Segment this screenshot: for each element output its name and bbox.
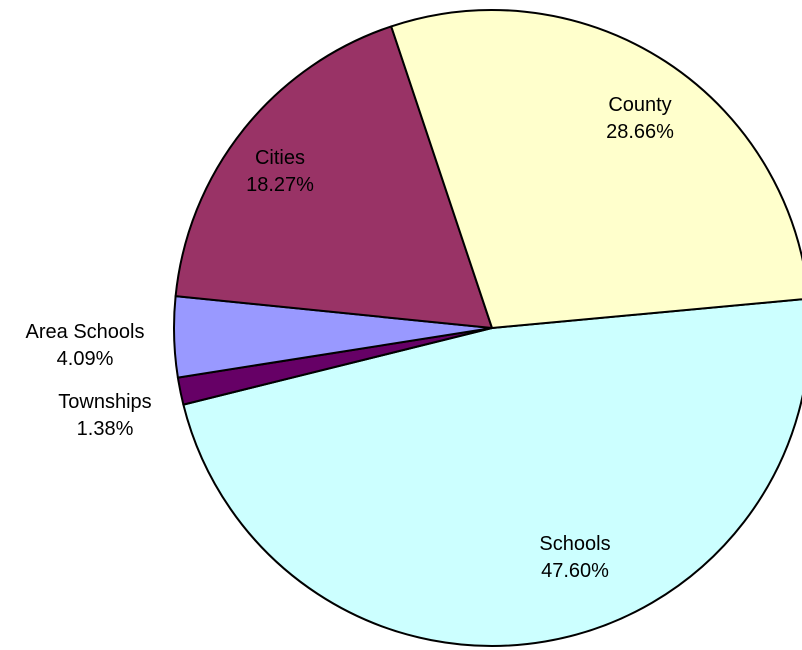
- slice-percent-area-schools: 4.09%: [57, 348, 114, 370]
- slice-percent-county: 28.66%: [606, 121, 674, 143]
- pie-labels: Schools 47.60% Townships 1.38% Area Schools 4…: [26, 94, 675, 582]
- slice-percent-townships: 1.38%: [77, 418, 134, 440]
- slice-label-townships: Townships: [58, 391, 151, 413]
- slice-schools: [182, 298, 802, 647]
- slice-percent-schools: 47.60%: [541, 560, 609, 582]
- slice-county: [390, 8, 802, 329]
- slice-percent-cities: 18.27%: [246, 174, 314, 196]
- slice-label-cities: Cities: [255, 147, 305, 169]
- slice-label-area-schools: Area Schools: [26, 321, 145, 343]
- slice-label-schools: Schools: [539, 533, 610, 555]
- slice-label-county: County: [608, 94, 671, 116]
- pie-slices: [173, 8, 802, 647]
- slice-cities: [174, 25, 493, 329]
